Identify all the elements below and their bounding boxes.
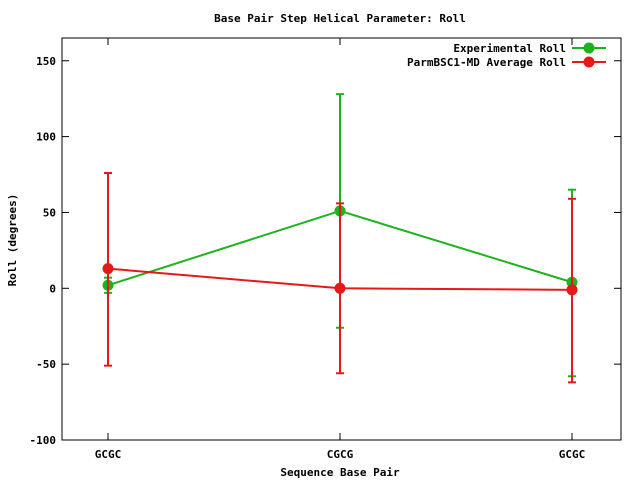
x-axis: GCGC CGCG GCGC	[95, 38, 586, 461]
y-tick-label: -100	[30, 434, 57, 447]
y-axis-label: Roll (degrees)	[6, 194, 19, 287]
y-tick-label: -50	[36, 358, 56, 371]
y-axis: -100 -50 0 50 100 150	[30, 55, 621, 447]
series-2	[102, 172, 578, 384]
x-tick-label: CGCG	[327, 448, 354, 461]
data-point	[102, 263, 114, 275]
y-tick-label: 100	[36, 131, 56, 144]
y-tick-label: 0	[49, 282, 56, 295]
legend-marker	[583, 42, 595, 54]
plot-frame	[61, 37, 622, 441]
x-axis-label: Sequence Base Pair	[280, 466, 400, 479]
data-point	[566, 284, 578, 296]
legend-label: Experimental Roll	[453, 42, 566, 55]
legend-label: ParmBSC1-MD Average Roll	[407, 56, 566, 69]
y-tick-label: 150	[36, 55, 56, 68]
series-layer	[102, 93, 578, 384]
legend-marker	[583, 56, 595, 68]
y-tick-label: 50	[43, 206, 56, 219]
x-tick-label: GCGC	[559, 448, 586, 461]
chart-title: Base Pair Step Helical Parameter: Roll	[214, 12, 466, 25]
x-tick-label: GCGC	[95, 448, 122, 461]
data-point	[334, 282, 346, 294]
